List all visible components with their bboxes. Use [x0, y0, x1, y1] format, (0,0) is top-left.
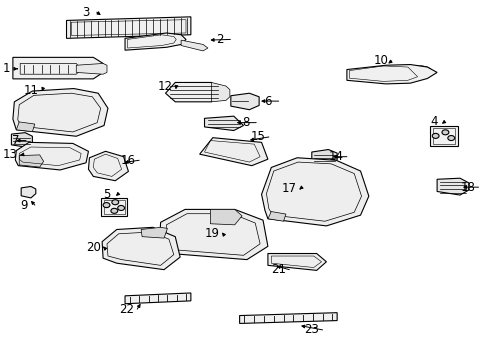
Polygon shape	[13, 57, 103, 79]
Text: 5: 5	[103, 188, 110, 201]
Text: 3: 3	[82, 6, 89, 19]
Text: 17: 17	[281, 183, 296, 195]
Text: 14: 14	[328, 150, 343, 163]
Polygon shape	[436, 178, 468, 195]
Polygon shape	[181, 40, 207, 51]
Polygon shape	[239, 313, 336, 323]
Polygon shape	[230, 93, 259, 110]
Ellipse shape	[111, 208, 118, 213]
Text: 4: 4	[429, 116, 437, 129]
Polygon shape	[267, 253, 326, 270]
Polygon shape	[141, 227, 167, 238]
Ellipse shape	[441, 130, 448, 135]
FancyBboxPatch shape	[101, 198, 127, 216]
Polygon shape	[21, 186, 36, 198]
Polygon shape	[159, 210, 267, 260]
Polygon shape	[204, 116, 243, 131]
Text: 2: 2	[215, 33, 223, 46]
Ellipse shape	[447, 135, 454, 140]
FancyBboxPatch shape	[429, 126, 457, 146]
Ellipse shape	[118, 206, 124, 211]
Ellipse shape	[407, 66, 431, 79]
Polygon shape	[211, 82, 229, 102]
Text: 13: 13	[3, 148, 18, 161]
Text: 7: 7	[12, 134, 19, 147]
Ellipse shape	[233, 95, 248, 107]
Text: 15: 15	[250, 130, 265, 144]
Ellipse shape	[431, 134, 438, 138]
Ellipse shape	[103, 203, 110, 208]
Text: 1: 1	[3, 62, 10, 75]
Polygon shape	[13, 89, 108, 136]
Text: 8: 8	[241, 116, 249, 129]
Text: 23: 23	[304, 323, 319, 336]
Polygon shape	[102, 227, 180, 270]
Text: 18: 18	[459, 181, 474, 194]
Text: 19: 19	[204, 227, 220, 240]
Polygon shape	[15, 142, 88, 170]
Text: 20: 20	[86, 241, 101, 254]
Text: 12: 12	[158, 80, 173, 93]
Polygon shape	[267, 212, 285, 221]
Polygon shape	[11, 133, 32, 147]
Polygon shape	[16, 122, 35, 132]
Polygon shape	[125, 293, 190, 304]
Polygon shape	[66, 17, 190, 39]
Text: 16: 16	[121, 154, 136, 167]
Text: 10: 10	[373, 54, 387, 67]
Polygon shape	[125, 33, 185, 50]
Text: 9: 9	[20, 199, 28, 212]
Text: 6: 6	[264, 95, 271, 108]
Text: 22: 22	[119, 303, 134, 316]
Polygon shape	[210, 210, 242, 225]
Ellipse shape	[112, 200, 119, 205]
Polygon shape	[76, 63, 107, 74]
Ellipse shape	[23, 189, 33, 196]
Polygon shape	[261, 158, 368, 226]
Polygon shape	[165, 82, 221, 102]
Polygon shape	[19, 155, 43, 167]
Polygon shape	[311, 149, 336, 164]
Polygon shape	[199, 138, 267, 166]
Text: 11: 11	[24, 84, 39, 97]
Polygon shape	[88, 151, 128, 181]
Polygon shape	[346, 64, 436, 84]
Text: 21: 21	[270, 263, 285, 276]
